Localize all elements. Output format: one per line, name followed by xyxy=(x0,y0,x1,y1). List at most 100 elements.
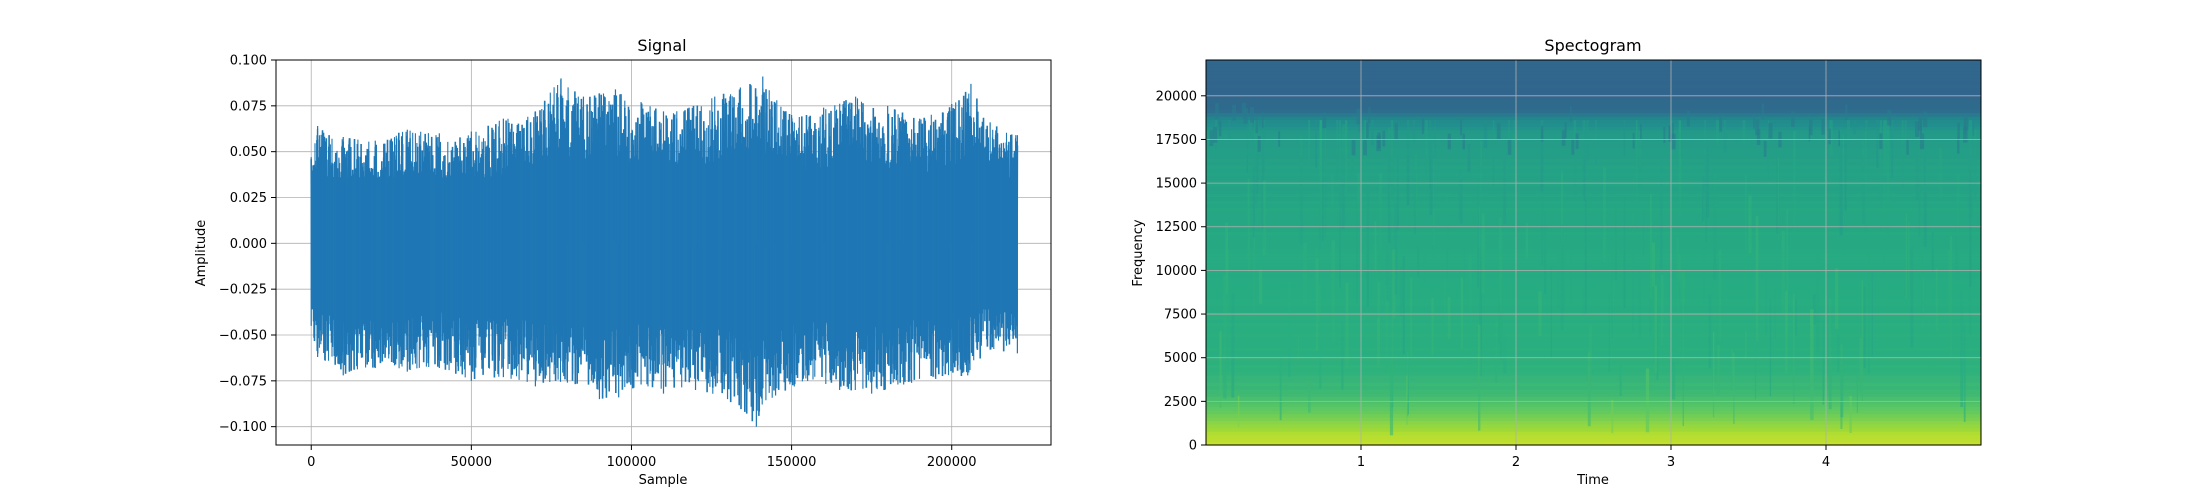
spectrogram-spot xyxy=(1821,119,1825,135)
spectrogram-streak xyxy=(1582,286,1585,316)
spectrogram-streak xyxy=(1883,120,1887,176)
spectrogram-spot xyxy=(1828,128,1831,145)
spectrogram-streak xyxy=(1480,141,1483,235)
spectrogram-band xyxy=(1206,378,1981,383)
spectrogram-streak xyxy=(1557,253,1560,308)
spectrogram-band xyxy=(1206,140,1981,145)
spectrogram-band xyxy=(1206,189,1981,194)
spectrogram-spot xyxy=(1540,125,1544,142)
spectrogram-y-tick-label: 10000 xyxy=(1156,264,1197,279)
spectrogram-streak xyxy=(1619,365,1622,396)
spectrogram-streak xyxy=(1358,120,1361,132)
signal-axes-frame xyxy=(275,59,1052,446)
spectrogram-spot xyxy=(1640,124,1642,140)
spectrogram-streak xyxy=(1500,278,1503,361)
spectrogram-band xyxy=(1206,249,1981,254)
spectrogram-streak xyxy=(1525,223,1529,259)
spectrogram-band xyxy=(1206,368,1981,373)
spectrogram-band xyxy=(1206,420,1981,425)
spectrogram-streak xyxy=(1582,120,1585,197)
spectrogram-streak xyxy=(1742,120,1746,147)
signal-y-tick-label: −0.075 xyxy=(219,374,267,389)
spectrogram-band xyxy=(1206,287,1981,292)
spectrogram-streak xyxy=(1623,198,1626,308)
spectrogram-band xyxy=(1206,207,1981,212)
spectrogram-streak xyxy=(1847,120,1851,142)
spectrogram-streak xyxy=(1447,296,1451,340)
spectrogram-streak xyxy=(1246,120,1248,173)
spectrogram-streak xyxy=(1387,127,1391,244)
spectrogram-streak xyxy=(1754,334,1757,400)
spectrogram-streak xyxy=(1939,148,1942,198)
spectrogram-streak xyxy=(1336,120,1339,179)
spectrogram-spot xyxy=(1213,126,1218,143)
spectrogram-streak xyxy=(1654,285,1657,373)
spectrogram-streak xyxy=(1223,275,1227,399)
spectrogram-y-tick-label: 17500 xyxy=(1156,133,1197,148)
spectrogram-y-tick-label: 5000 xyxy=(1164,351,1197,366)
spectrogram-streak xyxy=(1376,318,1381,369)
spectrogram-streak xyxy=(1412,120,1416,142)
spectrogram-streak xyxy=(1879,120,1882,205)
spectrogram-streak xyxy=(1611,399,1614,434)
spectrogram-x-tick-label: 4 xyxy=(1822,455,1830,470)
spectrogram-streak xyxy=(1921,245,1924,316)
spectrogram-band xyxy=(1206,179,1981,184)
spectrogram-streak xyxy=(1318,285,1321,322)
spectrogram-band xyxy=(1206,105,1981,110)
spectrogram-band xyxy=(1206,427,1981,432)
spectrogram-streak xyxy=(1407,352,1409,417)
spectrogram-streak xyxy=(1603,167,1606,263)
spectrogram-x-label: Time xyxy=(1576,473,1609,488)
spectrogram-streak xyxy=(1876,120,1879,168)
signal-y-tick-label: −0.050 xyxy=(219,329,267,344)
spectrogram-streak xyxy=(1830,285,1832,329)
spectrogram-spot xyxy=(1809,119,1813,136)
spectrogram-chart: Spectogram 1 2 3 4 0 2500 5000 7500 10000 12500 1… xyxy=(1131,36,1982,488)
spectrogram-spot xyxy=(1232,104,1236,121)
spectrogram-streak xyxy=(1865,120,1868,132)
spectrogram-band xyxy=(1206,77,1981,82)
spectrogram-streak xyxy=(1415,153,1417,219)
spectrogram-spot xyxy=(1569,106,1572,122)
spectrogram-streak xyxy=(1492,120,1495,186)
spectrogram-spot xyxy=(1215,103,1219,119)
spectrogram-streak xyxy=(1972,120,1975,136)
spectrogram-streak xyxy=(1642,210,1645,256)
spectrogram-streak xyxy=(1704,120,1706,193)
spectrogram-band xyxy=(1206,301,1981,306)
spectrogram-streak xyxy=(1248,120,1252,138)
spectrogram-streak xyxy=(1446,193,1449,279)
spectrogram-band xyxy=(1206,123,1981,128)
spectrogram-streak xyxy=(1385,284,1389,373)
spectrogram-spot xyxy=(1922,111,1928,128)
spectrogram-spot xyxy=(1887,109,1892,126)
spectrogram-streak xyxy=(1583,120,1586,202)
spectrogram-streak xyxy=(1413,171,1416,235)
spectrogram-band xyxy=(1206,147,1981,152)
spectrogram-spot xyxy=(1368,107,1371,123)
spectrogram-streak xyxy=(1677,237,1679,365)
spectrogram-band xyxy=(1206,154,1981,159)
spectrogram-streak xyxy=(1744,330,1747,359)
spectrogram-streak xyxy=(1856,357,1858,413)
spectrogram-spot xyxy=(1278,131,1281,147)
spectrogram-streak xyxy=(1399,313,1401,356)
spectrogram-band xyxy=(1206,151,1981,156)
spectrogram-band xyxy=(1206,67,1981,72)
spectrogram-y-tick-label: 15000 xyxy=(1156,177,1197,192)
spectrogram-spot xyxy=(1915,121,1920,137)
spectrogram-band xyxy=(1206,326,1981,331)
spectrogram-streak xyxy=(1908,222,1910,299)
spectrogram-streak xyxy=(1963,324,1966,422)
signal-y-tick-label: 0.000 xyxy=(230,237,267,252)
spectrogram-streak xyxy=(1705,167,1707,243)
spectrogram-spot xyxy=(1879,133,1883,149)
spectrogram-streak xyxy=(1410,277,1413,357)
spectrogram-spot xyxy=(1963,126,1968,143)
spectrogram-streak xyxy=(1708,295,1712,369)
signal-y-tick-label: −0.025 xyxy=(219,283,267,298)
spectrogram-band xyxy=(1206,109,1981,114)
spectrogram-image xyxy=(1206,60,1981,446)
spectrogram-spot xyxy=(1218,120,1222,137)
